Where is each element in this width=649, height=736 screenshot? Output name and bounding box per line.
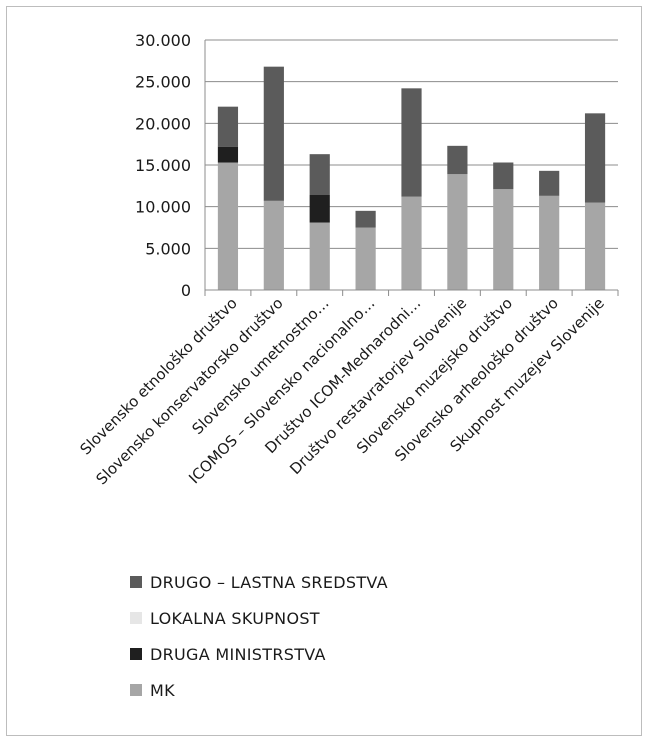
y-tick-label: 0 bbox=[181, 281, 191, 300]
legend-item-mk: MK bbox=[130, 672, 388, 708]
bar-segment-druga-ministrstva bbox=[217, 146, 239, 163]
bar-segment-drugo-lastna-sredstva bbox=[584, 113, 606, 203]
bar-segment-drugo-lastna-sredstva bbox=[493, 162, 514, 190]
legend-swatch-druga-ministrstva bbox=[130, 648, 142, 660]
legend-label-druga-ministrstva: DRUGA MINISTRSTVA bbox=[150, 644, 326, 664]
bar-segment-drugo-lastna-sredstva bbox=[355, 210, 376, 228]
bar-segment-drugo-lastna-sredstva bbox=[539, 170, 560, 196]
legend-item-drugo: DRUGO – LASTNA SREDSTVA bbox=[130, 564, 388, 600]
bar-segment-mk bbox=[309, 222, 330, 290]
y-tick-label: 10.000 bbox=[135, 198, 191, 217]
legend-swatch-drugo bbox=[130, 576, 142, 588]
legend: DRUGO – LASTNA SREDSTVA LOKALNA SKUPNOST… bbox=[130, 564, 388, 708]
legend-label-drugo: DRUGO – LASTNA SREDSTVA bbox=[150, 572, 388, 592]
bar-segment-mk bbox=[493, 189, 514, 290]
legend-label-lokalna: LOKALNA SKUPNOST bbox=[150, 608, 320, 628]
bar-segment-druga-ministrstva bbox=[309, 195, 330, 223]
y-tick-label: 30.000 bbox=[135, 31, 191, 50]
bar-segment-drugo-lastna-sredstva bbox=[309, 154, 330, 195]
bar-segment-drugo-lastna-sredstva bbox=[447, 145, 468, 175]
bar-segment-mk bbox=[539, 195, 560, 290]
legend-swatch-mk bbox=[130, 684, 142, 696]
bar-segment-mk bbox=[217, 162, 239, 290]
bar-segment-drugo-lastna-sredstva bbox=[217, 106, 239, 147]
legend-item-lokalna: LOKALNA SKUPNOST bbox=[130, 600, 388, 636]
bar-segment-mk bbox=[447, 174, 468, 290]
y-tick-label: 25.000 bbox=[135, 73, 191, 92]
y-tick-label: 15.000 bbox=[135, 156, 191, 175]
bar-segment-drugo-lastna-sredstva bbox=[263, 66, 284, 201]
stacked-bar-chart: 0 5.000 10.000 15.000 20.000 25.000 30.000 Slov… bbox=[76, 31, 619, 488]
x-category-label: Slovensko konservatorsko društvo bbox=[92, 294, 286, 488]
legend-swatch-lokalna bbox=[130, 612, 142, 624]
bar-segment-mk bbox=[355, 227, 376, 290]
y-tick-label: 20.000 bbox=[135, 114, 191, 133]
bar-segment-mk bbox=[584, 202, 606, 290]
legend-label-mk: MK bbox=[150, 680, 175, 700]
y-tick-label: 5.000 bbox=[145, 239, 191, 258]
legend-item-druga-ministrstva: DRUGA MINISTRSTVA bbox=[130, 636, 388, 672]
bar-segment-mk bbox=[401, 196, 422, 290]
bar-segment-drugo-lastna-sredstva bbox=[401, 88, 422, 197]
bar-segment-mk bbox=[263, 200, 284, 290]
